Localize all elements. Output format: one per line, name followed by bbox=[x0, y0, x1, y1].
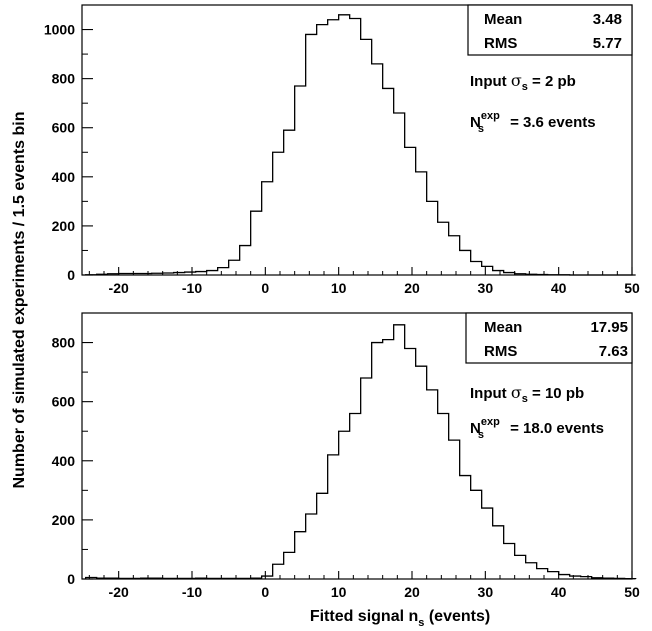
annotation-expected-events: Nexp s = 18.0 events bbox=[470, 416, 604, 441]
x-tick-label: -10 bbox=[182, 584, 202, 600]
stats-mean-label: Mean bbox=[484, 319, 522, 336]
stats-box: Mean 3.48 RMS 5.77 bbox=[467, 4, 633, 56]
x-axis-label: Fitted signal ns (events) bbox=[310, 608, 490, 629]
histogram-panel-0: 0 200 400 600 800 1000 -20 -10 0 10 20 30 40 50 bbox=[44, 14, 640, 296]
stats-rms-value: 5.77 bbox=[593, 35, 622, 52]
panel-top: Mean 3.48 RMS 5.77 Input σs = 2 pb Nexp s… bbox=[81, 4, 633, 276]
stats-mean-label: Mean bbox=[484, 11, 522, 28]
x-tick-label: 40 bbox=[551, 280, 567, 296]
y-tick-label: 600 bbox=[52, 394, 76, 410]
y-tick-label: 200 bbox=[52, 512, 76, 528]
x-tick-label: 0 bbox=[261, 584, 269, 600]
x-tick-label: 20 bbox=[404, 584, 420, 600]
y-tick-label: 400 bbox=[52, 453, 76, 469]
y-tick-label: 1000 bbox=[44, 22, 75, 38]
x-tick-label: -20 bbox=[109, 584, 129, 600]
x-tick-label: 50 bbox=[624, 584, 640, 600]
x-tick-label: 30 bbox=[478, 280, 494, 296]
stats-rms-label: RMS bbox=[484, 35, 517, 52]
y-tick-label: 0 bbox=[67, 267, 75, 283]
y-tick-label: 0 bbox=[67, 571, 75, 587]
x-tick-label: 30 bbox=[478, 584, 494, 600]
y-tick-label: 200 bbox=[52, 218, 76, 234]
annotation-input-cross-section: Input σs = 2 pb bbox=[470, 71, 576, 93]
annotation-input-cross-section: Input σs = 10 pb bbox=[470, 383, 584, 405]
x-tick-label: 10 bbox=[331, 280, 347, 296]
y-tick-label: 400 bbox=[52, 169, 76, 185]
stats-box-frame bbox=[467, 4, 633, 56]
annotation-expected-events: Nexp s = 3.6 events bbox=[470, 110, 596, 135]
stats-box: Mean 17.95 RMS 7.63 bbox=[465, 312, 633, 364]
stats-rms-label: RMS bbox=[484, 343, 517, 360]
x-tick-label: -20 bbox=[109, 280, 129, 296]
plot-frame bbox=[81, 4, 633, 276]
x-tick-label: -10 bbox=[182, 280, 202, 296]
x-tick-label: 40 bbox=[551, 584, 567, 600]
y-tick-label: 800 bbox=[52, 71, 76, 87]
y-tick-label: 800 bbox=[52, 335, 76, 351]
stats-mean-value: 17.95 bbox=[590, 319, 628, 336]
stats-rms-value: 7.63 bbox=[599, 343, 628, 360]
y-axis-label: Number of simulated experiments / 1.5 ev… bbox=[11, 112, 28, 489]
stats-box-frame bbox=[465, 312, 633, 364]
stats-mean-value: 3.48 bbox=[593, 11, 622, 28]
x-tick-label: 50 bbox=[624, 280, 640, 296]
panel-bottom: Mean 17.95 RMS 7.63 Input σs = 10 pb Nex… bbox=[81, 312, 633, 580]
y-tick-label: 600 bbox=[52, 120, 76, 136]
histogram-series bbox=[85, 324, 637, 580]
x-tick-label: 20 bbox=[404, 280, 420, 296]
plot-frame bbox=[81, 312, 633, 580]
x-tick-label: 0 bbox=[261, 280, 269, 296]
histogram-panel-1: 0 200 400 600 800 -20 -10 0 10 20 30 40 50 bbox=[52, 324, 640, 600]
x-tick-label: 10 bbox=[331, 584, 347, 600]
